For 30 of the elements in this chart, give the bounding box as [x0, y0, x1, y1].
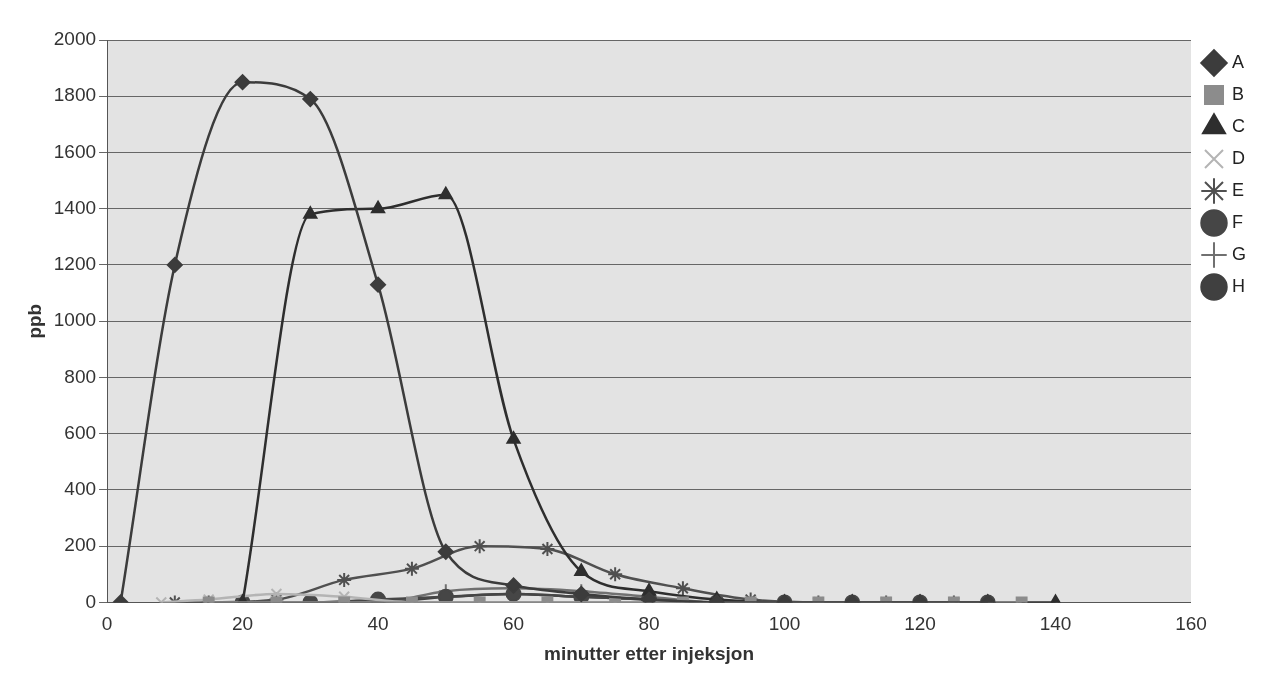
y-tick-label: 1800 — [53, 84, 97, 106]
y-tick-label: 600 — [64, 421, 97, 443]
y-axis-title: ppb — [23, 303, 45, 339]
legend-label: G — [1232, 243, 1247, 264]
legend-label: E — [1232, 179, 1245, 200]
y-tick-label: 1200 — [53, 253, 97, 275]
y-tick-label: 1000 — [53, 309, 97, 331]
x-tick-label: 20 — [231, 613, 254, 635]
y-tick-label: 1400 — [53, 196, 97, 218]
x-tick-label: 160 — [1175, 613, 1207, 635]
legend-label: B — [1232, 83, 1245, 104]
legend-label: H — [1232, 275, 1245, 296]
legend-label: F — [1232, 211, 1243, 232]
x-tick-label: 80 — [638, 613, 660, 635]
y-tick-label: 0 — [85, 590, 97, 612]
y-tick-label: 200 — [64, 534, 97, 556]
legend-label: C — [1232, 115, 1245, 136]
x-tick-label: 120 — [904, 613, 936, 635]
x-tick-label: 0 — [101, 613, 113, 635]
x-axis-title: minutter etter injeksjon — [543, 642, 755, 664]
y-tick-label: 2000 — [53, 28, 97, 50]
x-tick-label: 60 — [502, 613, 525, 635]
y-tick-label: 800 — [64, 365, 97, 387]
y-tick-label: 400 — [64, 478, 97, 500]
legend-label: D — [1232, 147, 1245, 168]
legend-label: A — [1232, 51, 1245, 72]
x-tick-label: 140 — [1039, 613, 1072, 635]
x-tick-label: 40 — [367, 613, 389, 635]
x-tick-label: 100 — [768, 613, 801, 635]
y-tick-label: 1600 — [53, 140, 97, 162]
